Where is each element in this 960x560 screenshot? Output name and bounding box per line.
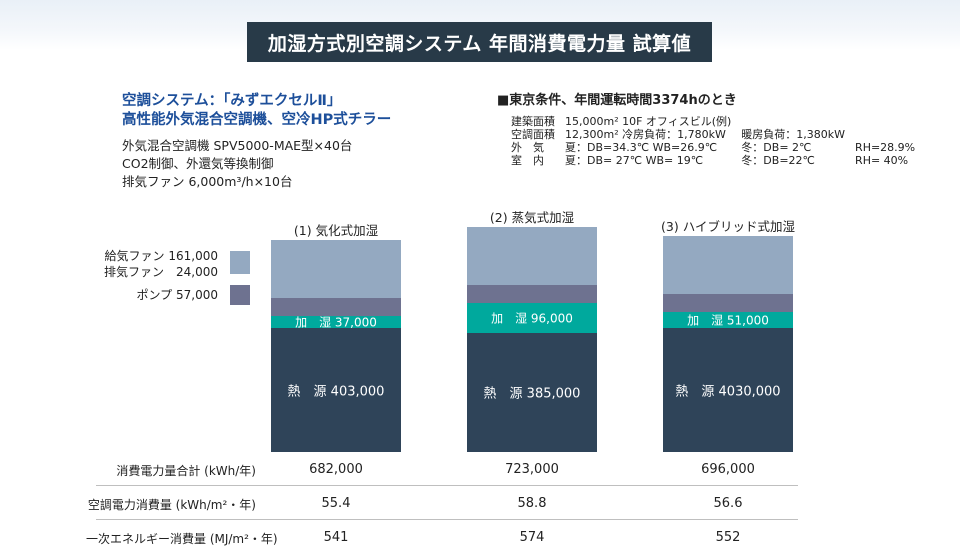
bar-segment-heat-source: 熱 源 4030,000 <box>663 327 793 452</box>
cond-label: 外 気 <box>511 141 544 154</box>
table-cell: 552 <box>715 530 741 545</box>
bar-segment-pump <box>271 297 401 316</box>
conditions-block: ■東京条件、年間運転時間3374hのとき 建築面積 15,000m² 10F オ… <box>497 92 925 167</box>
bar-segment-pump <box>467 284 597 303</box>
conditions-heading: ■東京条件、年間運転時間3374hのとき <box>497 93 737 108</box>
system-line-1: 外気混合空調機 SPV5000-MAE型×40台 <box>122 138 353 153</box>
cond-label: 建築面積 <box>511 115 555 128</box>
bar-segment-humidification: 加 湿 96,000 <box>467 302 597 333</box>
table-cell: 696,000 <box>701 462 755 477</box>
category-label: (2) 蒸気式加湿 <box>489 210 575 225</box>
bar-segment-humidification: 加 湿 37,000 <box>271 315 401 330</box>
cond-label: 室 内 <box>511 154 544 167</box>
bar-segment-heat-source: 熱 源 385,000 <box>467 332 597 453</box>
category-label: (1) 気化式加湿 <box>293 223 379 238</box>
data-label: 加 湿 37,000 <box>295 315 377 330</box>
table-divider <box>96 485 798 486</box>
system-heading-2: 高性能外気混合空調機、空冷HP式チラー <box>122 112 392 128</box>
bar-1: 加 湿 37,000 熱 源 403,000 <box>271 240 401 452</box>
cond-value: 冬：DB= 2℃ <box>741 141 812 154</box>
bar-3: 加 湿 51,000 熱 源 4030,000 <box>663 236 793 452</box>
cond-value: RH=28.9% <box>855 141 916 154</box>
table-divider <box>96 519 798 520</box>
bar-segment-pump <box>663 293 793 312</box>
legend-fan-supply: 給気ファン 161,000 <box>104 249 218 263</box>
bar-segment-fan <box>467 227 597 285</box>
system-line-2: CO2制御、外還気等換制御 <box>122 156 274 171</box>
cond-value: 暖房負荷：1,380kW <box>741 128 846 141</box>
legend-fan-exhaust: 排気ファン 24,000 <box>104 265 218 279</box>
system-line-3: 排気ファン 6,000m³/h×10台 <box>122 174 293 189</box>
bar-segment-fan <box>271 240 401 298</box>
cond-value: 12,300m² 冷房負荷：1,780kW <box>565 128 726 141</box>
legend-swatch-pump <box>230 285 250 305</box>
table-cell: 55.4 <box>321 496 351 511</box>
table-cell: 682,000 <box>309 462 363 477</box>
table-row-label: 消費電力量合計 (kWh/年) <box>116 464 256 478</box>
table-row-label: 一次エネルギー消費量 (MJ/m²・年) <box>86 532 278 546</box>
cond-value: 夏：DB=34.3℃ WB=26.9℃ <box>565 141 718 154</box>
system-heading-1: 空調システム：「みずエクセルⅡ」 <box>122 93 342 109</box>
legend-pump: ポンプ 57,000 <box>136 288 218 302</box>
bar-segment-fan <box>663 236 793 294</box>
conditions-table: 建築面積 15,000m² 10F オフィスビル(例) 空調面積 12,300m… <box>511 115 925 167</box>
cond-value: 夏：DB= 27℃ WB= 19℃ <box>565 154 704 167</box>
data-label: 加 湿 51,000 <box>687 313 769 328</box>
bar-segment-humidification: 加 湿 51,000 <box>663 311 793 328</box>
table-cell: 574 <box>519 530 545 545</box>
legend-fan: 給気ファン 161,000 排気ファン 24,000 <box>104 248 218 280</box>
table-row-label: 空調電力消費量 (kWh/m²・年) <box>87 498 256 512</box>
cond-value: RH= 40% <box>855 154 909 167</box>
data-label: 熱 源 4030,000 <box>675 384 781 400</box>
cond-value: 冬：DB=22℃ <box>741 154 815 167</box>
cond-label: 空調面積 <box>511 128 555 141</box>
table-cell: 541 <box>323 530 349 545</box>
cond-value: 15,000m² 10F オフィスビル(例) <box>565 115 732 128</box>
table-cell: 723,000 <box>505 462 559 477</box>
chart-title: 加湿方式別空調システム 年間消費電力量 試算値 <box>247 22 712 62</box>
category-label: (3) ハイブリッド式加湿 <box>661 219 795 234</box>
legend-swatch-fan <box>230 251 250 274</box>
table-cell: 58.8 <box>517 496 547 511</box>
data-label: 加 湿 96,000 <box>491 311 573 326</box>
table-cell: 56.6 <box>713 496 743 511</box>
data-label: 熱 源 385,000 <box>483 386 581 402</box>
bar-segment-heat-source: 熱 源 403,000 <box>271 327 401 452</box>
system-description: 空調システム：「みずエクセルⅡ」 高性能外気混合空調機、空冷HP式チラー 外気混… <box>122 92 391 191</box>
bar-2: 加 湿 96,000 熱 源 385,000 <box>467 227 597 453</box>
data-label: 熱 源 403,000 <box>287 384 385 400</box>
